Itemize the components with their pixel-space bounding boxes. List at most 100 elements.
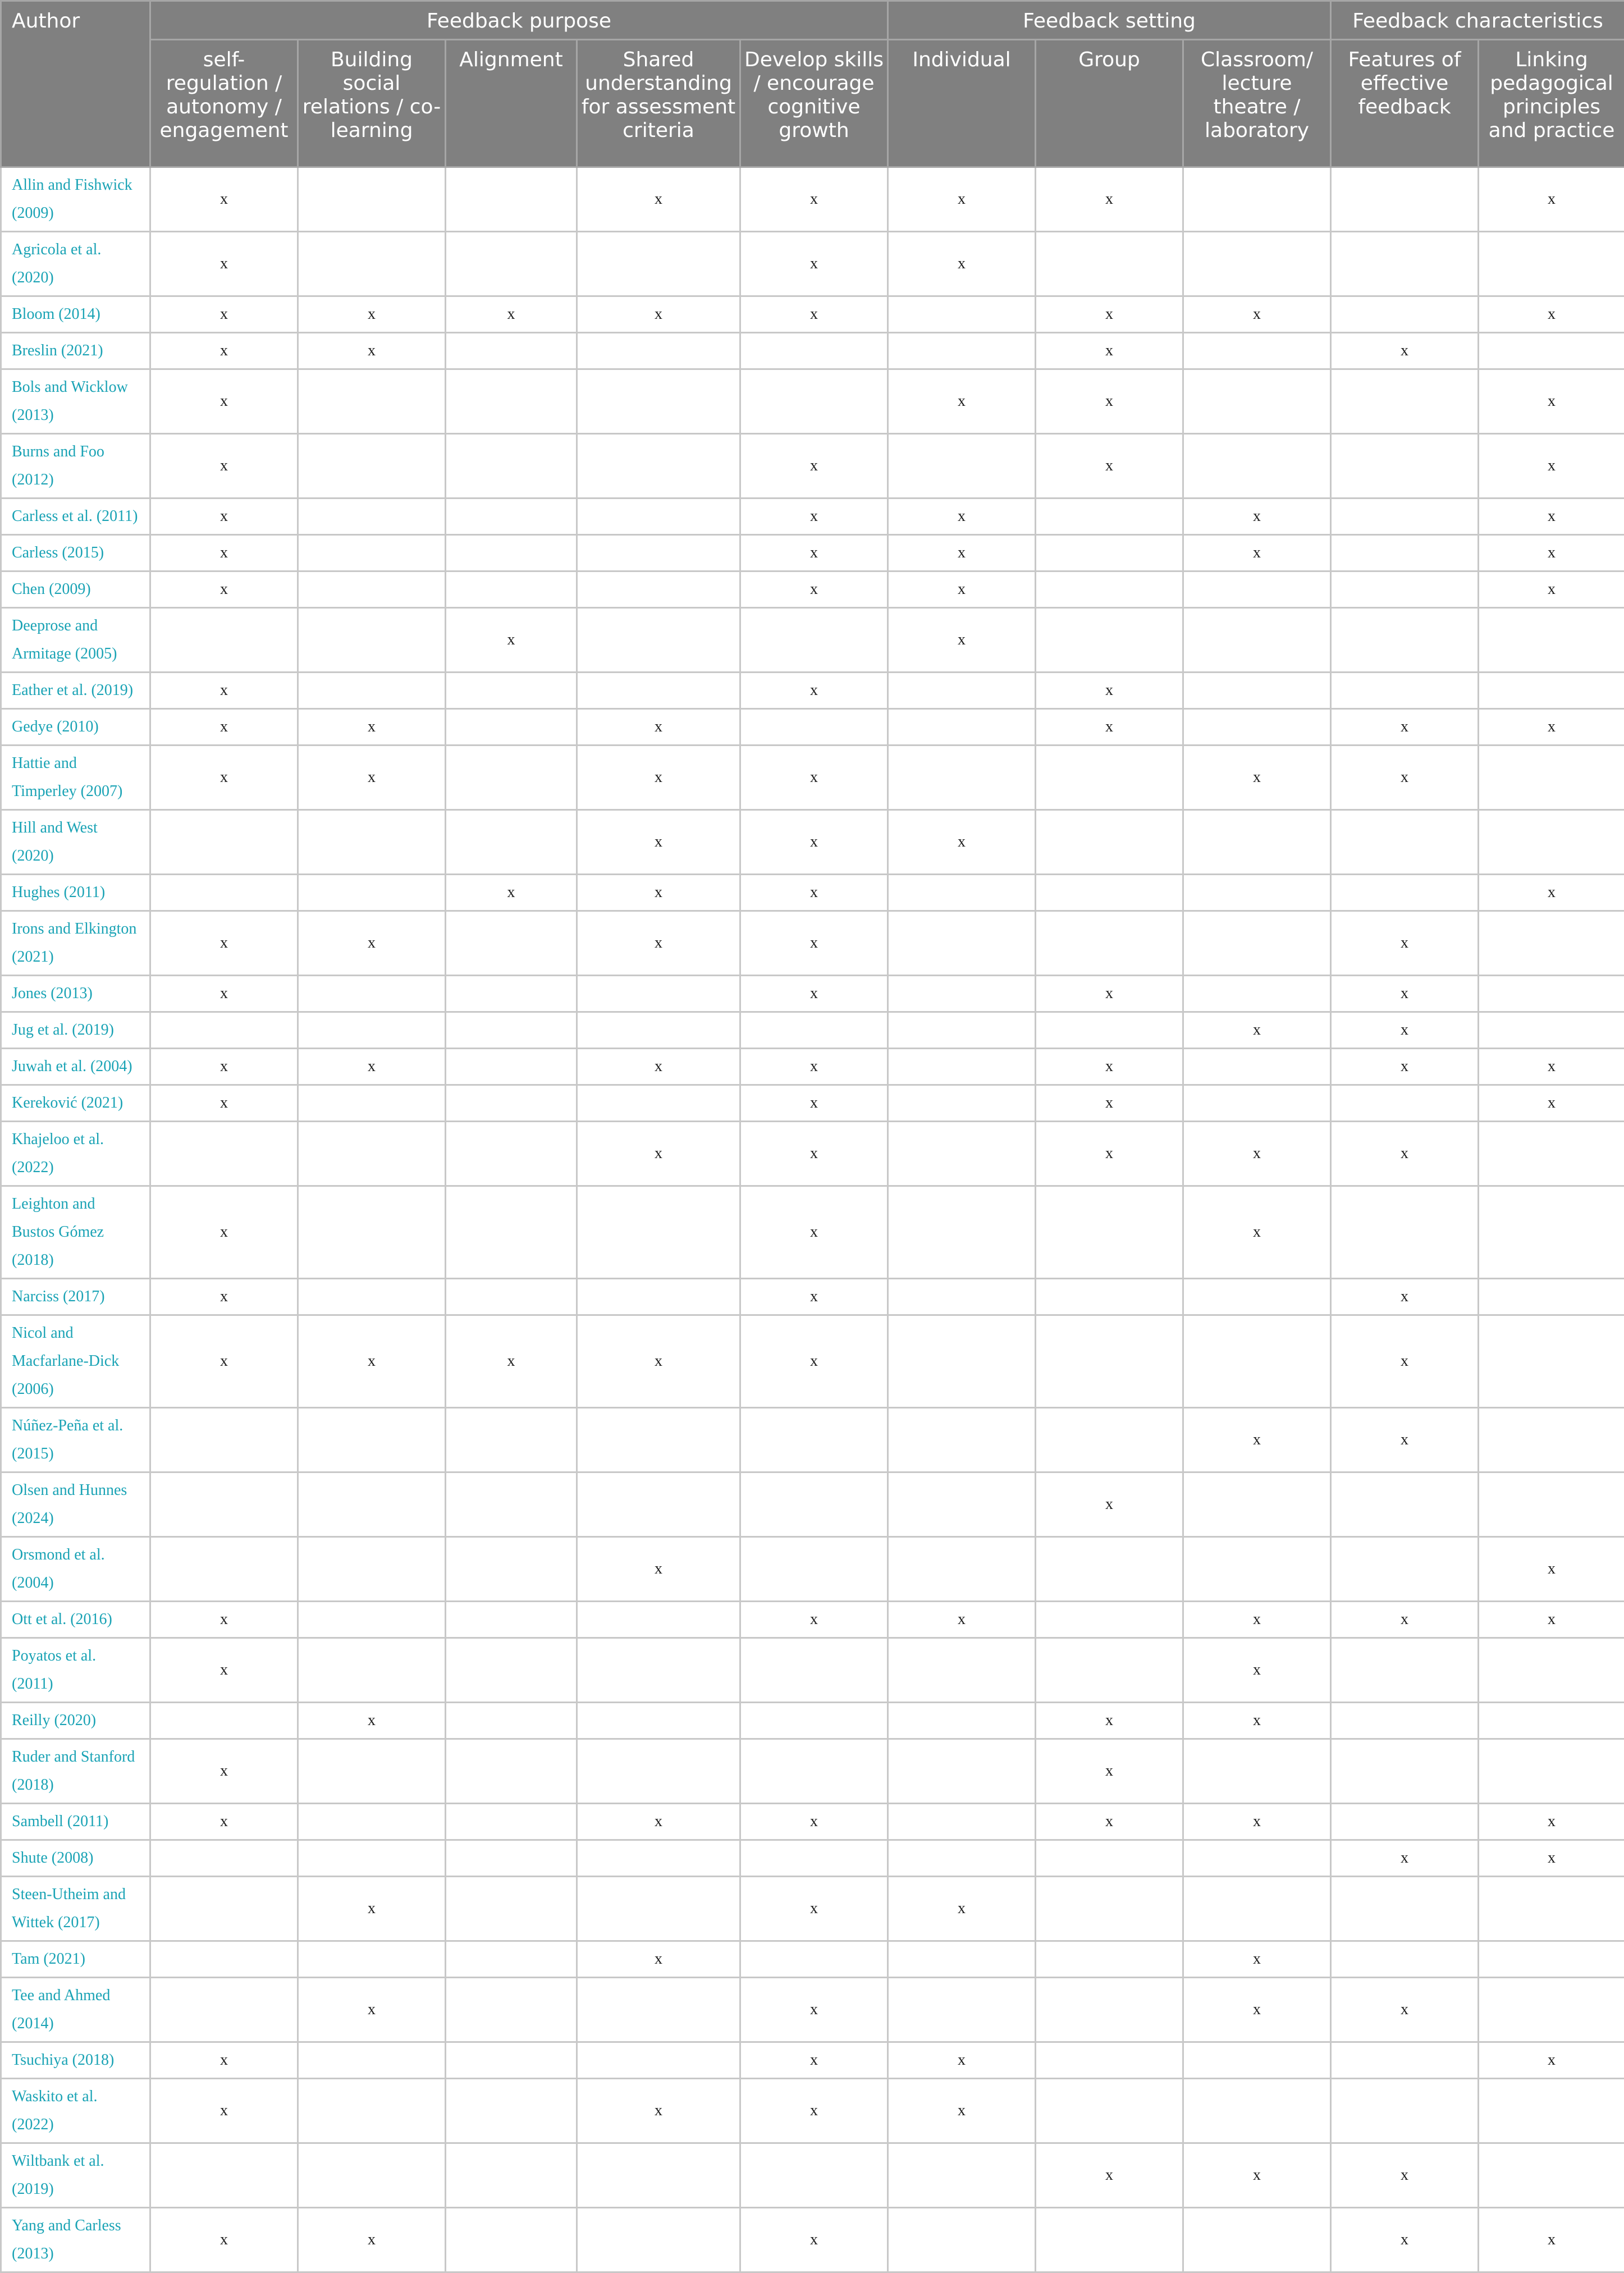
author-link[interactable]: Jones (2013) xyxy=(12,985,93,1002)
mark-cell: x xyxy=(298,1703,446,1739)
author-link[interactable]: Orsmond et al. (2004) xyxy=(12,1546,105,1591)
mark-cell xyxy=(740,2143,888,2208)
author-link[interactable]: Nicol and Macfarlane-Dick (2006) xyxy=(12,1324,119,1398)
mark-cell xyxy=(1036,608,1183,673)
mark-cell: x xyxy=(1331,333,1479,369)
mark-cell xyxy=(740,1472,888,1537)
author-link[interactable]: Irons and Elkington (2021) xyxy=(12,920,136,966)
author-link[interactable]: Waskito et al. (2022) xyxy=(12,2088,97,2133)
author-link[interactable]: Leighton and Bustos Gómez (2018) xyxy=(12,1195,104,1269)
author-link[interactable]: Carless (2015) xyxy=(12,544,104,561)
mark-cell xyxy=(577,2143,740,2208)
mark-cell xyxy=(740,369,888,434)
mark-cell xyxy=(1036,1408,1183,1472)
column-header: Alignment xyxy=(446,40,577,167)
mark-cell xyxy=(1331,1739,1479,1804)
mark-cell xyxy=(446,1049,577,1085)
mark-cell: x xyxy=(740,1315,888,1408)
mark-cell: x xyxy=(740,1602,888,1638)
author-link[interactable]: Bloom (2014) xyxy=(12,305,100,323)
mark-cell xyxy=(1479,1012,1624,1049)
mark-cell xyxy=(577,1085,740,1122)
author-link[interactable]: Chen (2009) xyxy=(12,580,91,598)
author-link[interactable]: Hill and West (2020) xyxy=(12,819,98,865)
mark-cell xyxy=(1479,1978,1624,2042)
author-link[interactable]: Olsen and Hunnes (2024) xyxy=(12,1481,127,1527)
mark-cell xyxy=(577,333,740,369)
author-cell: Ruder and Stanford (2018) xyxy=(1,1739,150,1804)
author-link[interactable]: Kereković (2021) xyxy=(12,1094,123,1112)
mark-cell: x xyxy=(1036,1122,1183,1186)
author-link[interactable]: Deeprose and Armitage (2005) xyxy=(12,617,117,662)
mark-cell: x xyxy=(1331,2143,1479,2208)
author-link[interactable]: Bols and Wicklow (2013) xyxy=(12,378,128,424)
mark-cell xyxy=(888,2208,1036,2272)
author-link[interactable]: Wiltbank et al. (2019) xyxy=(12,2152,104,2198)
author-link[interactable]: Steen-Utheim and Wittek (2017) xyxy=(12,1886,126,1931)
mark-cell xyxy=(888,296,1036,333)
mark-cell: x xyxy=(1479,571,1624,608)
mark-cell: x xyxy=(740,976,888,1012)
author-link[interactable]: Gedye (2010) xyxy=(12,718,99,735)
mark-cell xyxy=(1479,608,1624,673)
mark-cell xyxy=(298,167,446,232)
author-cell: Hughes (2011) xyxy=(1,875,150,911)
mark-cell xyxy=(1036,2079,1183,2143)
author-link[interactable]: Tee and Ahmed (2014) xyxy=(12,1987,110,2032)
author-link[interactable]: Khajeloo et al. (2022) xyxy=(12,1131,104,1176)
mark-cell xyxy=(888,1012,1036,1049)
mark-cell xyxy=(1036,1315,1183,1408)
author-link[interactable]: Poyatos et al. (2011) xyxy=(12,1647,96,1693)
author-link[interactable]: Hughes (2011) xyxy=(12,884,105,901)
mark-cell: x xyxy=(298,2208,446,2272)
author-link[interactable]: Narciss (2017) xyxy=(12,1288,105,1305)
mark-cell: x xyxy=(740,232,888,296)
mark-cell xyxy=(577,1703,740,1739)
mark-cell xyxy=(888,1085,1036,1122)
author-link[interactable]: Carless et al. (2011) xyxy=(12,507,138,525)
author-link[interactable]: Allin and Fishwick (2009) xyxy=(12,176,132,222)
author-link[interactable]: Juwah et al. (2004) xyxy=(12,1058,132,1075)
mark-cell xyxy=(888,1315,1036,1408)
mark-cell xyxy=(1479,232,1624,296)
author-cell: Sambell (2011) xyxy=(1,1804,150,1840)
author-link[interactable]: Shute (2008) xyxy=(12,1849,93,1867)
mark-cell xyxy=(298,2143,446,2208)
mark-cell: x xyxy=(150,535,298,571)
mark-cell xyxy=(1036,1279,1183,1315)
author-link[interactable]: Ott et al. (2016) xyxy=(12,1611,112,1628)
author-link[interactable]: Tam (2021) xyxy=(12,1950,85,1968)
mark-cell xyxy=(1036,498,1183,535)
mark-cell xyxy=(1036,1537,1183,1602)
author-link[interactable]: Reilly (2020) xyxy=(12,1712,96,1729)
author-link[interactable]: Ruder and Stanford (2018) xyxy=(12,1748,135,1794)
mark-cell xyxy=(298,571,446,608)
author-link[interactable]: Yang and Carless (2013) xyxy=(12,2217,121,2262)
mark-cell: x xyxy=(888,535,1036,571)
author-link[interactable]: Sambell (2011) xyxy=(12,1813,108,1830)
mark-cell: x xyxy=(740,911,888,976)
mark-cell xyxy=(1036,1602,1183,1638)
author-link[interactable]: Agricola et al. (2020) xyxy=(12,241,101,286)
mark-cell xyxy=(1479,1877,1624,1941)
author-link[interactable]: Hattie and Timperley (2007) xyxy=(12,754,122,800)
author-link[interactable]: Jug et al. (2019) xyxy=(12,1021,114,1039)
author-link[interactable]: Núñez-Peña et al. (2015) xyxy=(12,1417,123,1462)
table-row: Olsen and Hunnes (2024)x xyxy=(1,1472,1624,1537)
mark-cell: x xyxy=(577,810,740,875)
author-link[interactable]: Tsuchiya (2018) xyxy=(12,2051,114,2069)
author-link[interactable]: Breslin (2021) xyxy=(12,342,103,359)
mark-cell xyxy=(888,2143,1036,2208)
author-link[interactable]: Burns and Foo (2012) xyxy=(12,443,104,488)
mark-cell: x xyxy=(1183,2143,1331,2208)
mark-cell: x xyxy=(150,232,298,296)
mark-cell: x xyxy=(150,498,298,535)
author-link[interactable]: Eather et al. (2019) xyxy=(12,682,133,699)
mark-cell: x xyxy=(740,571,888,608)
